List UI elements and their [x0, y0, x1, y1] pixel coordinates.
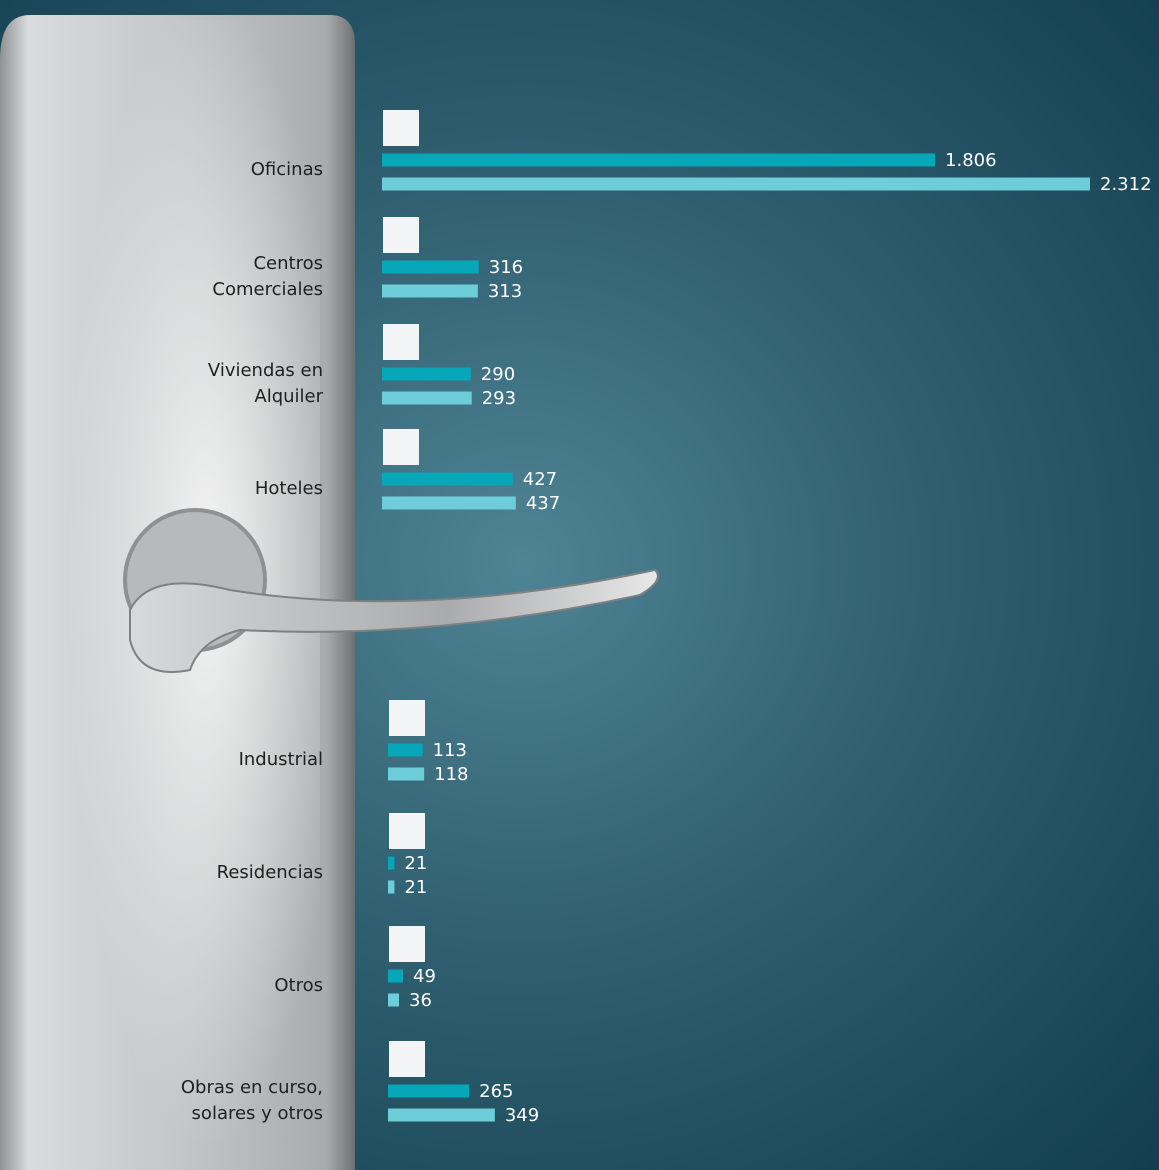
category-icon: [389, 926, 425, 962]
value-label: 437: [526, 493, 560, 514]
bar: [388, 1084, 470, 1098]
value-label: 2.312: [1100, 174, 1152, 195]
bar: [382, 391, 472, 405]
value-label: 113: [433, 740, 467, 761]
bar: [382, 260, 479, 274]
bar: [388, 856, 395, 870]
category-label: Oficinas: [250, 159, 323, 180]
bar: [388, 767, 425, 781]
bar: [382, 284, 478, 298]
bar: [382, 472, 513, 486]
category-icon: [383, 217, 419, 253]
category-icon: [389, 1041, 425, 1077]
value-label: 1.806: [945, 150, 997, 171]
value-label: 21: [404, 877, 427, 898]
category-label: Industrial: [238, 749, 323, 770]
category-icon: [389, 813, 425, 849]
category-icon: [383, 110, 419, 146]
category-icon: [383, 429, 419, 465]
value-label: 293: [482, 388, 516, 409]
category-label: Hoteles: [254, 478, 323, 499]
bar: [388, 993, 400, 1007]
bar: [382, 177, 1090, 191]
category-label: Otros: [274, 975, 323, 996]
value-label: 349: [505, 1105, 539, 1126]
category-label: Residencias: [216, 862, 323, 883]
value-label: 21: [404, 853, 427, 874]
value-label: 316: [489, 257, 523, 278]
bar: [388, 743, 423, 757]
bar: [388, 1108, 495, 1122]
value-label: 290: [481, 364, 515, 385]
bar: [382, 367, 471, 381]
category-label: Obras en curso, solares y otros: [180, 1077, 323, 1124]
value-label: 118: [434, 764, 468, 785]
value-label: 265: [479, 1081, 513, 1102]
bar: [382, 153, 936, 167]
category-icon: [389, 700, 425, 736]
value-label: 49: [413, 966, 436, 987]
bar: [388, 969, 404, 983]
category-label: Viviendas en Alquiler: [207, 360, 323, 407]
category-label: Centros Comerciales: [212, 253, 323, 300]
handle-lever: [129, 568, 659, 673]
bar: [382, 496, 516, 510]
value-label: 313: [488, 281, 522, 302]
category-icon: [383, 324, 419, 360]
value-label: 36: [409, 990, 432, 1011]
value-label: 427: [523, 469, 557, 490]
bar: [388, 880, 395, 894]
